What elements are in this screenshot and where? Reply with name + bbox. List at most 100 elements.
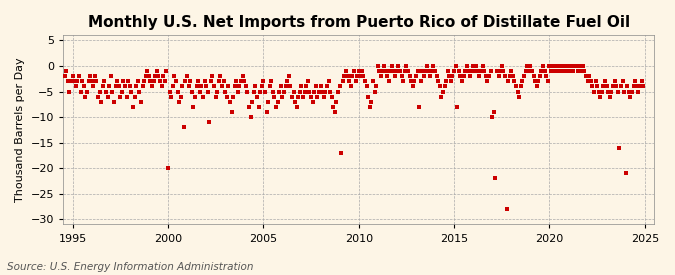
Point [373,64,383,68]
Point [624,89,634,94]
Point [360,79,371,84]
Point [61,69,72,73]
Point [293,95,304,99]
Point [105,74,116,78]
Point [279,89,290,94]
Point [171,79,182,84]
Point [325,89,335,94]
Point [90,74,101,78]
Point [227,95,238,99]
Point [501,207,512,211]
Point [333,89,344,94]
Point [317,89,327,94]
Point [562,69,572,73]
Point [136,100,146,104]
Point [423,69,434,73]
Point [236,79,246,84]
Point [99,79,110,84]
Point [212,89,223,94]
Point [56,79,67,84]
Point [166,95,177,99]
Point [568,69,578,73]
Point [319,95,329,99]
Point [476,69,487,73]
Point [576,69,587,73]
Point [439,84,450,89]
Point [557,64,568,68]
Point [180,79,191,84]
Point [489,110,500,114]
Point [418,74,429,78]
Point [50,125,61,130]
Point [185,79,196,84]
Point [144,74,155,78]
Point [393,64,404,68]
Point [134,89,144,94]
Point [392,69,402,73]
Point [107,89,117,94]
Point [628,84,639,89]
Point [226,110,237,114]
Point [511,84,522,89]
Point [396,74,407,78]
Point [496,64,507,68]
Point [414,105,425,109]
Point [110,84,121,89]
Point [304,89,315,94]
Point [518,74,529,78]
Text: Source: U.S. Energy Information Administration: Source: U.S. Energy Information Administ… [7,262,253,272]
Point [92,95,103,99]
Point [458,74,469,78]
Point [619,89,630,94]
Point [153,74,164,78]
Point [633,89,644,94]
Point [388,69,399,73]
Point [471,64,482,68]
Point [261,110,272,114]
Point [555,69,566,73]
Point [429,69,440,73]
Point [53,74,63,78]
Point [88,84,99,89]
Point [516,84,526,89]
Point [68,74,78,78]
Point [587,84,598,89]
Point [390,74,401,78]
Point [462,64,472,68]
Point [48,125,59,130]
Point [535,74,545,78]
Point [495,69,506,73]
Point [508,74,518,78]
Point [96,100,107,104]
Point [541,74,551,78]
Point [231,79,242,84]
Point [287,95,298,99]
Point [128,105,138,109]
Point [151,69,162,73]
Point [178,125,189,130]
Point [188,105,199,109]
Point [566,64,577,68]
Point [308,89,319,94]
Point [78,84,89,89]
Point [310,84,321,89]
Point [124,84,135,89]
Title: Monthly U.S. Net Imports from Puerto Rico of Distillate Fuel Oil: Monthly U.S. Net Imports from Puerto Ric… [88,15,630,30]
Point [70,84,81,89]
Point [355,74,366,78]
Point [387,64,398,68]
Point [379,64,389,68]
Point [353,69,364,73]
Point [420,69,431,73]
Point [280,84,291,89]
Point [271,105,281,109]
Point [198,95,209,99]
Point [554,64,564,68]
Point [277,95,288,99]
Point [205,79,216,84]
Point [342,74,353,78]
Point [620,171,631,175]
Point [410,74,421,78]
Point [252,95,263,99]
Point [301,84,312,89]
